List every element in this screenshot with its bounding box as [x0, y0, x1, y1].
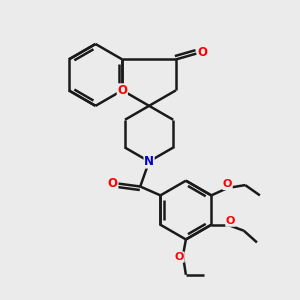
Text: O: O — [226, 216, 235, 226]
Text: O: O — [223, 179, 232, 190]
Text: O: O — [108, 177, 118, 190]
Text: O: O — [175, 252, 184, 262]
Text: O: O — [117, 84, 127, 97]
Text: O: O — [197, 46, 207, 59]
Text: N: N — [144, 155, 154, 168]
